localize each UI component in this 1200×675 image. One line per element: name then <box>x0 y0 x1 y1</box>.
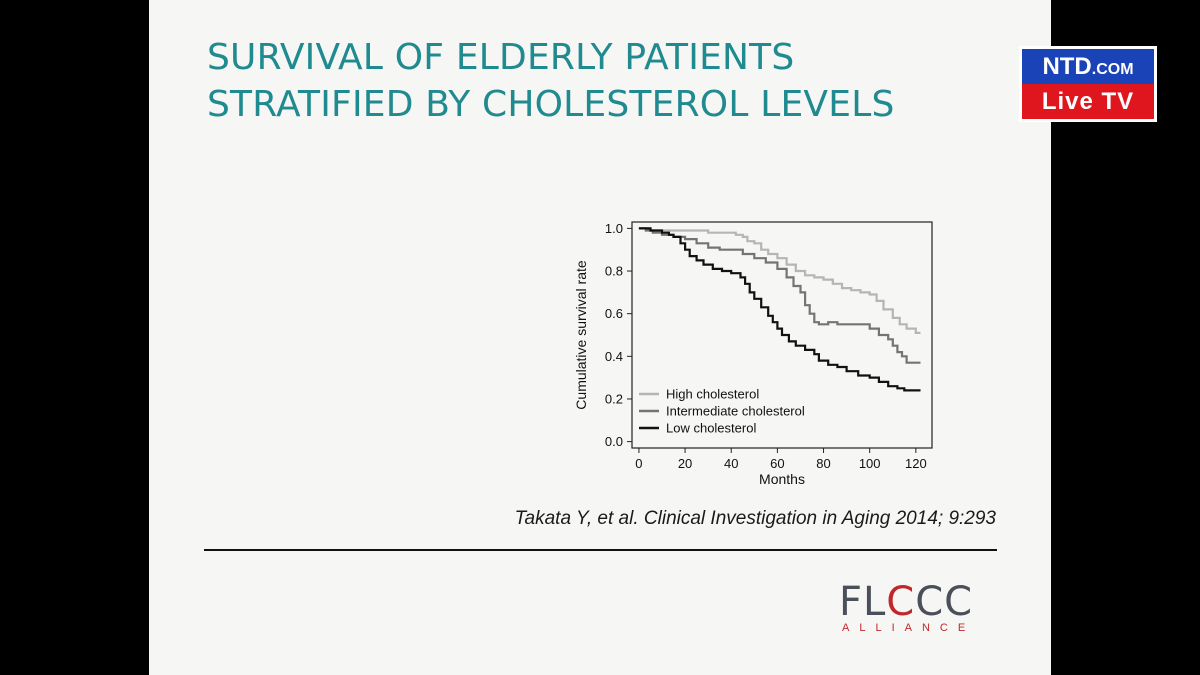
y-tick-label: 0.8 <box>605 264 623 279</box>
slide-title: SURVIVAL OF ELDERLY PATIENTS STRATIFIED … <box>207 34 895 128</box>
y-tick-label: 0.0 <box>605 434 623 449</box>
ntd-badge-name: NTD <box>1042 53 1092 80</box>
ntd-badge-domain: .COM <box>1091 61 1134 78</box>
citation: Takata Y, et al. Clinical Investigation … <box>514 508 996 529</box>
ntd-live-tv-badge: NTD.COM Live TV <box>1019 46 1157 122</box>
y-tick-label: 1.0 <box>605 221 623 236</box>
x-tick-label: 0 <box>635 456 642 471</box>
x-tick-label: 80 <box>816 456 830 471</box>
logo-letters-cc: CC <box>915 579 974 625</box>
flccc-logo: FLCCC ALLIANCE <box>839 580 989 640</box>
x-tick-label: 40 <box>724 456 738 471</box>
ntd-badge-top: NTD.COM <box>1022 49 1154 84</box>
flccc-logo-alliance: ALLIANCE <box>842 622 976 634</box>
slide-title-line-1: SURVIVAL OF ELDERLY PATIENTS <box>207 37 795 78</box>
legend-label-low: Low cholesterol <box>666 421 756 436</box>
slide: SURVIVAL OF ELDERLY PATIENTS STRATIFIED … <box>149 0 1051 675</box>
survival-line-low <box>638 227 921 392</box>
x-tick-label: 120 <box>905 456 927 471</box>
x-tick-label: 60 <box>770 456 784 471</box>
y-tick-label: 0.4 <box>605 349 623 364</box>
slide-title-line-2: STRATIFIED BY CHOLESTEROL LEVELS <box>207 84 895 125</box>
x-tick-label: 20 <box>678 456 692 471</box>
y-tick-label: 0.6 <box>605 306 623 321</box>
y-tick-label: 0.2 <box>605 391 623 406</box>
logo-letter-c-red: C <box>886 579 916 625</box>
ntd-badge-live: Live TV <box>1022 84 1154 119</box>
plot-frame <box>631 221 933 449</box>
survival-line-high <box>638 227 921 334</box>
logo-letters-fl: FL <box>839 579 887 625</box>
x-axis-label: Months <box>759 471 805 487</box>
divider-rule <box>204 549 997 551</box>
flccc-logo-wordmark: FLCCC <box>839 580 973 624</box>
y-axis-label: Cumulative survival rate <box>573 260 589 410</box>
survival-line-intermediate <box>638 227 921 364</box>
survival-chart: 0 20 40 60 80 100 120 0.0 0.2 0.4 0.6 0.8 1.0 Months C… <box>573 221 933 487</box>
legend-label-high: High cholesterol <box>666 387 759 402</box>
x-tick-label: 100 <box>859 456 881 471</box>
legend-label-intermediate: Intermediate cholesterol <box>666 404 805 419</box>
